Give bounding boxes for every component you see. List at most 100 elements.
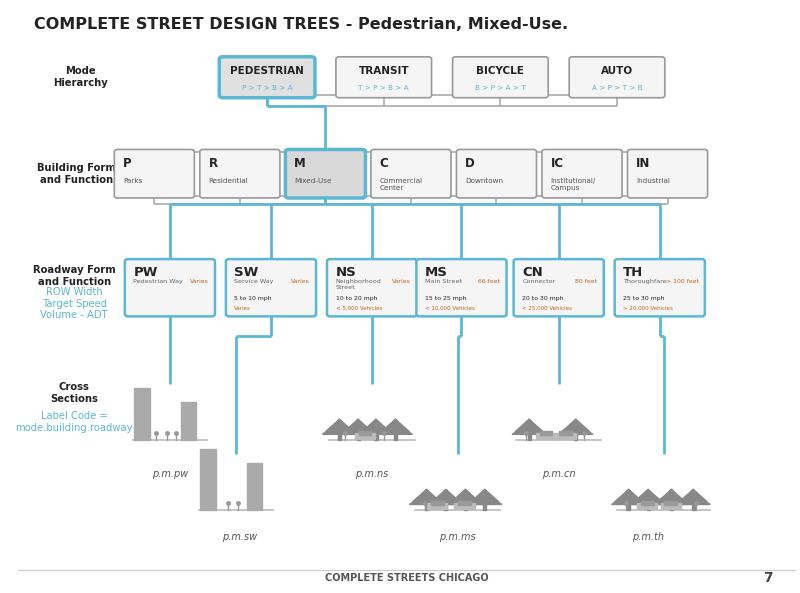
Bar bbox=[181, 401, 196, 440]
Text: p.m.th: p.m.th bbox=[632, 531, 664, 541]
FancyBboxPatch shape bbox=[514, 259, 604, 317]
Bar bbox=[458, 501, 471, 505]
Text: Connector: Connector bbox=[522, 279, 555, 284]
Text: PW: PW bbox=[134, 266, 158, 279]
Bar bbox=[665, 501, 677, 505]
Text: p.m.pw: p.m.pw bbox=[152, 469, 188, 479]
Text: Downtown: Downtown bbox=[465, 178, 503, 184]
Polygon shape bbox=[683, 489, 703, 499]
Text: Roadway Form
and Function: Roadway Form and Function bbox=[33, 265, 116, 287]
Text: 10 to 20 mph: 10 to 20 mph bbox=[335, 296, 377, 301]
Polygon shape bbox=[634, 490, 662, 502]
Text: Neighborhood
Street: Neighborhood Street bbox=[335, 279, 382, 290]
Text: 5 to 10 mph: 5 to 10 mph bbox=[234, 296, 272, 301]
Bar bbox=[355, 433, 375, 439]
Bar bbox=[661, 503, 681, 509]
Text: < 5,000 Vehicles: < 5,000 Vehicles bbox=[335, 306, 382, 311]
Polygon shape bbox=[326, 419, 354, 432]
FancyBboxPatch shape bbox=[125, 259, 215, 317]
Text: MS: MS bbox=[425, 266, 448, 279]
Text: Service Way: Service Way bbox=[234, 279, 274, 284]
Polygon shape bbox=[366, 419, 386, 429]
Bar bbox=[627, 501, 630, 510]
Polygon shape bbox=[410, 493, 444, 505]
Bar bbox=[338, 431, 341, 440]
Polygon shape bbox=[618, 489, 638, 499]
FancyBboxPatch shape bbox=[327, 259, 417, 317]
Bar bbox=[464, 501, 467, 510]
Polygon shape bbox=[566, 419, 586, 429]
Text: 15 to 25 mph: 15 to 25 mph bbox=[425, 296, 466, 301]
Polygon shape bbox=[386, 419, 406, 429]
Text: Industrial: Industrial bbox=[636, 178, 670, 184]
Text: p.m.sw: p.m.sw bbox=[222, 531, 258, 541]
Bar bbox=[425, 501, 428, 510]
Text: Varies: Varies bbox=[190, 279, 209, 284]
Text: NS: NS bbox=[335, 266, 356, 279]
Text: Main Street: Main Street bbox=[425, 279, 462, 284]
Text: Varies: Varies bbox=[392, 279, 411, 284]
Polygon shape bbox=[658, 490, 686, 502]
FancyBboxPatch shape bbox=[416, 259, 506, 317]
Polygon shape bbox=[448, 493, 482, 505]
Text: Mode
Hierarchy: Mode Hierarchy bbox=[53, 66, 108, 88]
Polygon shape bbox=[378, 423, 413, 434]
FancyBboxPatch shape bbox=[457, 149, 537, 198]
Text: T > P > B > A: T > P > B > A bbox=[358, 85, 409, 91]
Bar bbox=[431, 501, 444, 505]
Text: Building Form
and Function: Building Form and Function bbox=[37, 163, 116, 184]
FancyBboxPatch shape bbox=[627, 149, 707, 198]
FancyBboxPatch shape bbox=[371, 149, 451, 198]
Text: 66 feet: 66 feet bbox=[478, 279, 500, 284]
Polygon shape bbox=[614, 490, 642, 502]
Text: 80 feet: 80 feet bbox=[575, 279, 598, 284]
Bar bbox=[670, 501, 673, 510]
Bar bbox=[427, 503, 447, 509]
Text: Mixed-Use: Mixed-Use bbox=[294, 178, 331, 184]
FancyBboxPatch shape bbox=[453, 57, 548, 98]
Text: A > P > T > B: A > P > T > B bbox=[592, 85, 642, 91]
FancyBboxPatch shape bbox=[569, 57, 665, 98]
Text: 25 to 30 mph: 25 to 30 mph bbox=[623, 296, 665, 301]
Bar bbox=[483, 501, 486, 510]
Bar bbox=[646, 501, 650, 510]
Text: < 25,000 Vehicles: < 25,000 Vehicles bbox=[522, 306, 572, 311]
Text: 7: 7 bbox=[763, 571, 773, 585]
FancyBboxPatch shape bbox=[542, 149, 622, 198]
Text: B > P > A > T: B > P > A > T bbox=[475, 85, 526, 91]
Text: Cross
Sections: Cross Sections bbox=[50, 382, 98, 404]
Bar bbox=[374, 431, 378, 440]
Polygon shape bbox=[611, 493, 646, 505]
Text: < 10,000 Vehicles: < 10,000 Vehicles bbox=[425, 306, 475, 311]
Text: Pedestrian Way: Pedestrian Way bbox=[134, 279, 183, 284]
Text: COMPLETE STREET DESIGN TREES - Pedestrian, Mixed-Use.: COMPLETE STREET DESIGN TREES - Pedestria… bbox=[34, 17, 568, 32]
Polygon shape bbox=[359, 423, 393, 434]
Text: Institutional/
Campus: Institutional/ Campus bbox=[550, 178, 596, 192]
Bar bbox=[692, 501, 694, 510]
Bar bbox=[555, 433, 576, 439]
Text: IN: IN bbox=[636, 157, 650, 170]
Bar bbox=[641, 501, 654, 505]
Text: R: R bbox=[208, 157, 218, 170]
Text: Varies: Varies bbox=[291, 279, 310, 284]
Bar bbox=[394, 431, 397, 440]
Bar bbox=[540, 431, 553, 435]
Text: C: C bbox=[379, 157, 388, 170]
Text: 20 to 30 mph: 20 to 30 mph bbox=[522, 296, 564, 301]
Polygon shape bbox=[330, 419, 350, 429]
Text: Commercial
Center: Commercial Center bbox=[379, 178, 422, 192]
Text: IC: IC bbox=[550, 157, 564, 170]
Polygon shape bbox=[562, 419, 590, 432]
FancyBboxPatch shape bbox=[200, 149, 280, 198]
Bar bbox=[200, 448, 216, 510]
Bar bbox=[444, 501, 447, 510]
Text: P: P bbox=[123, 157, 131, 170]
FancyBboxPatch shape bbox=[219, 57, 315, 98]
Text: TRANSIT: TRANSIT bbox=[358, 66, 409, 76]
FancyBboxPatch shape bbox=[226, 259, 316, 317]
FancyBboxPatch shape bbox=[286, 149, 366, 198]
Polygon shape bbox=[341, 423, 375, 434]
Polygon shape bbox=[344, 419, 372, 432]
Text: Parks: Parks bbox=[123, 178, 142, 184]
Polygon shape bbox=[519, 419, 539, 429]
